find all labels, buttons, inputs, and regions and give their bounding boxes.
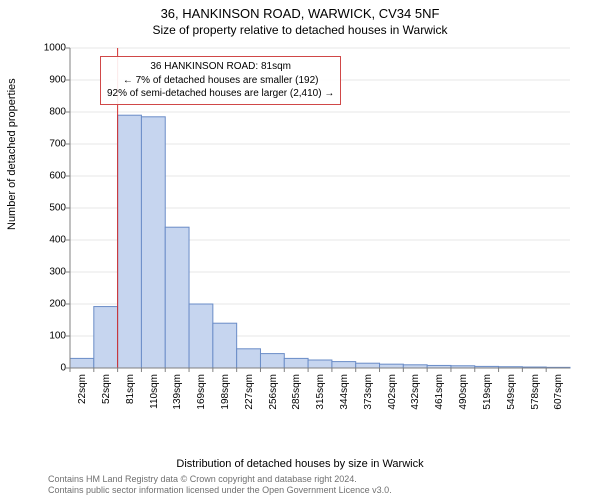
y-tick-label: 100: [49, 331, 66, 342]
histogram-bar: [356, 363, 380, 368]
histogram-bar: [237, 349, 261, 368]
x-tick-label: 22sqm: [77, 374, 88, 404]
histogram-bar: [118, 115, 142, 368]
y-tick-label: 900: [49, 75, 66, 86]
x-tick-label: 256sqm: [268, 374, 279, 410]
histogram-bar: [141, 117, 165, 368]
y-tick-label: 400: [49, 235, 66, 246]
y-tick-label: 700: [49, 139, 66, 150]
annotation-line-3: 92% of semi-detached houses are larger (…: [107, 87, 334, 101]
histogram-bar: [94, 307, 118, 368]
x-tick-label: 490sqm: [458, 374, 469, 410]
x-tick-label: 607sqm: [553, 374, 564, 410]
attribution: Contains HM Land Registry data © Crown c…: [48, 474, 392, 497]
attribution-line-2: Contains public sector information licen…: [48, 485, 392, 496]
histogram-bar: [70, 358, 94, 368]
x-tick-label: 344sqm: [339, 374, 350, 410]
y-tick-label: 0: [60, 363, 66, 374]
x-tick-label: 402sqm: [387, 374, 398, 410]
histogram-bar: [380, 364, 404, 368]
x-tick-label: 81sqm: [125, 374, 136, 404]
attribution-line-1: Contains HM Land Registry data © Crown c…: [48, 474, 392, 485]
x-tick-label: 315sqm: [315, 374, 326, 410]
annotation-box: 36 HANKINSON ROAD: 81sqm ← 7% of detache…: [100, 56, 341, 105]
x-tick-label: 285sqm: [291, 374, 302, 410]
y-tick-label: 600: [49, 171, 66, 182]
y-tick-label: 300: [49, 267, 66, 278]
x-axis-label: Distribution of detached houses by size …: [0, 458, 600, 470]
y-tick-label: 1000: [44, 43, 66, 54]
y-tick-label: 500: [49, 203, 66, 214]
x-tick-label: 110sqm: [149, 374, 160, 409]
x-tick-label: 373sqm: [363, 374, 374, 410]
y-tick-label: 200: [49, 299, 66, 310]
histogram-bar: [284, 358, 308, 368]
x-tick-label: 549sqm: [506, 374, 517, 410]
x-tick-label: 169sqm: [196, 374, 207, 410]
annotation-line-1: 36 HANKINSON ROAD: 81sqm: [107, 60, 334, 74]
x-tick-label: 519sqm: [482, 374, 493, 410]
x-tick-label: 227sqm: [244, 374, 255, 410]
x-tick-label: 52sqm: [101, 374, 112, 404]
x-tick-label: 432sqm: [410, 374, 421, 410]
x-tick-label: 198sqm: [220, 374, 231, 410]
histogram-bar: [260, 354, 284, 368]
x-tick-label: 461sqm: [434, 374, 445, 410]
histogram-bar: [165, 227, 189, 368]
x-tick-label: 139sqm: [172, 374, 183, 410]
histogram-bar: [332, 362, 356, 368]
annotation-line-2: ← 7% of detached houses are smaller (192…: [107, 74, 334, 88]
y-tick-label: 800: [49, 107, 66, 118]
x-tick-label: 578sqm: [530, 374, 541, 410]
histogram-bar: [308, 360, 332, 368]
histogram-bar: [213, 323, 237, 368]
histogram-bar: [189, 304, 213, 368]
